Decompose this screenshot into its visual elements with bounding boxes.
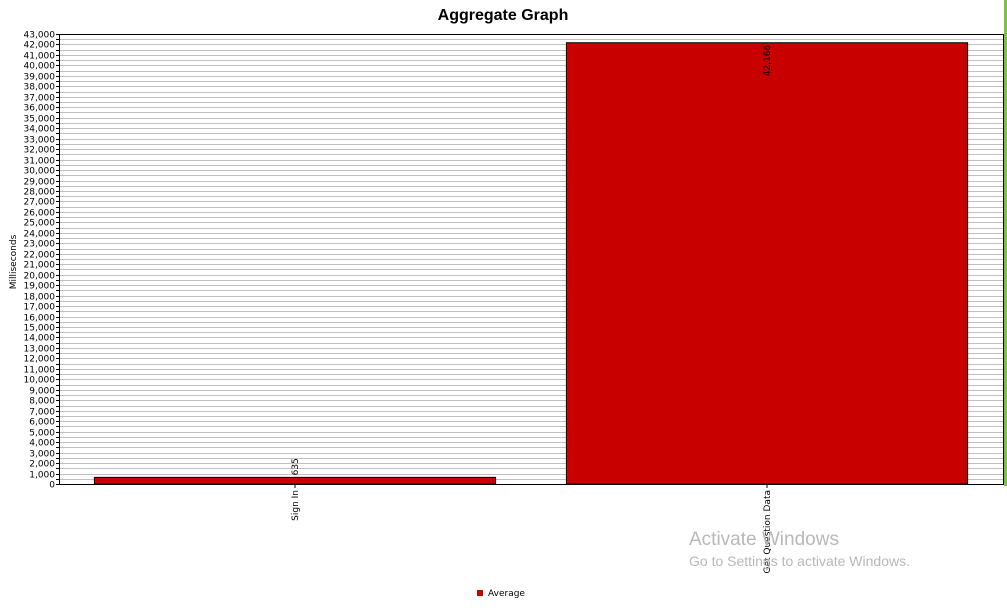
y-tick-label: 3,000: [29, 450, 55, 460]
y-tick-label: 14,000: [24, 334, 56, 344]
chart-title: Aggregate Graph: [438, 7, 569, 24]
plot-frame: [59, 34, 1004, 485]
y-tick-label: 35,000: [24, 115, 56, 125]
y-tick-label: 23,000: [24, 240, 56, 250]
y-tick-label: 11,000: [24, 366, 56, 376]
y-tick-label: 0: [49, 481, 55, 491]
y-tick-label: 15,000: [24, 324, 56, 334]
y-tick-label: 10,000: [24, 376, 56, 386]
y-tick-label: 42,000: [24, 41, 56, 51]
bar-sign-in: [93, 476, 497, 485]
y-tick-label: 33,000: [24, 136, 56, 146]
y-tick-label: 28,000: [24, 188, 56, 198]
y-axis-label: Milliseconds: [9, 234, 19, 289]
y-tick-label: 2,000: [29, 460, 55, 470]
y-tick-label: 43,000: [24, 31, 56, 41]
legend: Average: [477, 589, 525, 599]
y-tick-label: 7,000: [29, 408, 55, 418]
y-tick-label: 38,000: [24, 83, 56, 93]
y-tick-label: 18,000: [24, 293, 56, 303]
legend-swatch-average: [477, 590, 483, 596]
bar-get-question-data: [565, 42, 969, 485]
data-label: 42,166: [763, 44, 773, 76]
y-tick-label: 30,000: [24, 167, 56, 177]
y-tick-label: 1,000: [29, 471, 55, 481]
y-tick-label: 4,000: [29, 439, 55, 449]
x-tick-label: Sign In: [291, 490, 301, 521]
y-tick-label: 9,000: [29, 387, 55, 397]
y-tick-label: 34,000: [24, 125, 56, 135]
legend-label-average: Average: [488, 589, 525, 599]
y-tick-label: 27,000: [24, 198, 56, 208]
y-tick-label: 37,000: [24, 94, 56, 104]
data-labels: 635 42,166: [291, 44, 773, 475]
window-edge-accent: [1004, 0, 1007, 486]
bars: [93, 42, 969, 485]
y-tick-label: 31,000: [24, 157, 56, 167]
y-tick-label: 36,000: [24, 104, 56, 114]
y-tick-label: 20,000: [24, 272, 56, 282]
y-tick-label: 13,000: [24, 345, 56, 355]
y-tick-label: 41,000: [24, 52, 56, 62]
y-tick-label: 40,000: [24, 62, 56, 72]
y-tick-label: 32,000: [24, 146, 56, 156]
y-tick-label: 22,000: [24, 251, 56, 261]
y-tick-label: 6,000: [29, 418, 55, 428]
y-tick-label: 17,000: [24, 303, 56, 313]
y-tick-label: 12,000: [24, 355, 56, 365]
x-tick-label: Get Question Data: [763, 490, 773, 574]
y-tick-label: 24,000: [24, 230, 56, 240]
y-tick-label: 39,000: [24, 73, 56, 83]
y-axis-ticks: 01,0002,0003,0004,0005,0006,0007,0008,00…: [24, 31, 59, 491]
y-tick-label: 16,000: [24, 314, 56, 324]
y-tick-label: 21,000: [24, 261, 56, 271]
watermark-subtitle: Go to Settings to activate Windows.: [689, 553, 910, 569]
y-tick-label: 25,000: [24, 219, 56, 229]
data-label: 635: [291, 458, 301, 475]
y-tick-label: 29,000: [24, 178, 56, 188]
y-tick-label: 26,000: [24, 209, 56, 219]
y-tick-label: 5,000: [29, 429, 55, 439]
y-tick-label: 19,000: [24, 282, 56, 292]
watermark-title: Activate Windows: [689, 529, 839, 550]
activate-windows-watermark: Activate Windows Go to Settings to activ…: [689, 529, 910, 569]
y-tick-label: 8,000: [29, 397, 55, 407]
x-axis-ticks: Sign In Get Question Data: [291, 484, 773, 574]
